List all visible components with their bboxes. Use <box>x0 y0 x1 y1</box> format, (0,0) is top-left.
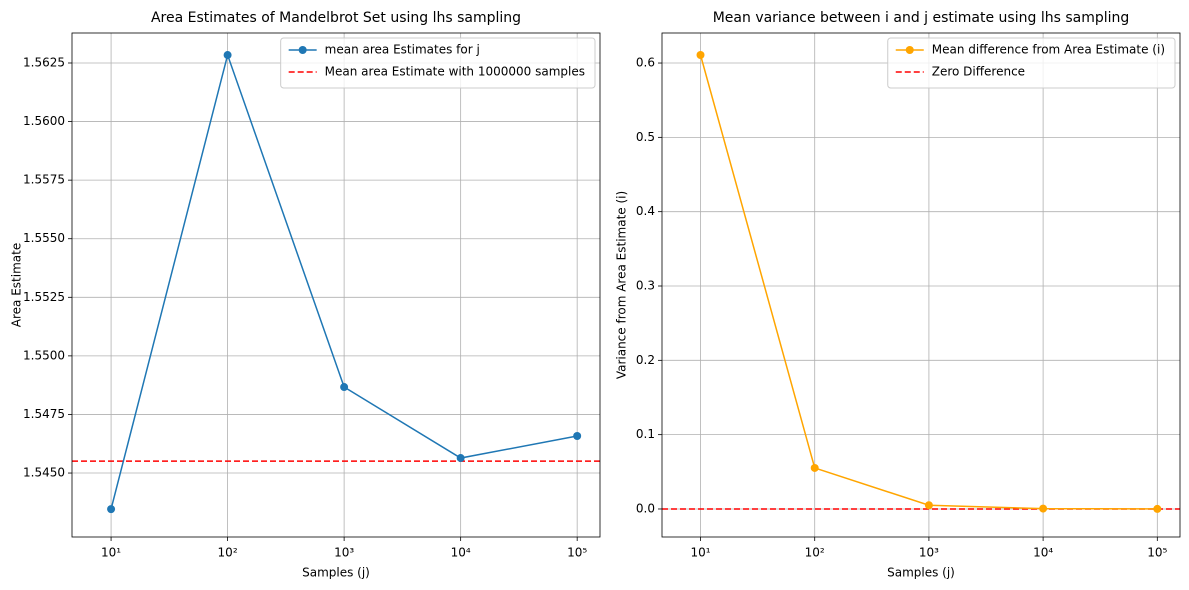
data-point <box>573 432 582 441</box>
legend-box <box>887 37 1176 89</box>
data-point <box>1153 504 1162 513</box>
data-point <box>696 51 705 60</box>
x-tick-label: 10³ <box>919 546 939 560</box>
data-point <box>223 51 232 60</box>
y-tick-label: 1.5450 <box>23 466 65 480</box>
x-tick-label: 10² <box>218 546 238 560</box>
x-tick-label: 10⁵ <box>567 546 587 560</box>
x-tick-label: 10¹ <box>101 546 121 560</box>
x-tick-label: 10² <box>805 546 825 560</box>
y-tick-label: 0.0 <box>636 501 655 515</box>
y-tick-label: 1.5550 <box>23 231 65 245</box>
y-tick-label: 0.3 <box>636 279 655 293</box>
legend-marker <box>905 46 914 54</box>
x-axis-label: Samples (j) <box>302 566 370 580</box>
y-tick-label: 0.6 <box>636 56 655 70</box>
data-point <box>1039 504 1048 513</box>
data-point <box>810 463 819 472</box>
axes-frame <box>71 32 601 538</box>
legend: Mean difference from Area Estimate (i) Ze… <box>887 37 1176 89</box>
y-tick-label: 0.1 <box>636 427 655 441</box>
data-point <box>456 454 465 463</box>
legend-marker <box>298 46 307 54</box>
x-tick-label: 10¹ <box>690 546 710 560</box>
y-tick-label: 1.5575 <box>23 173 65 187</box>
x-tick-label: 10⁴ <box>1033 546 1053 560</box>
y-tick-label: 1.5475 <box>23 407 65 421</box>
y-tick-label: 0.5 <box>636 130 655 144</box>
data-point <box>924 501 933 510</box>
axes-frame <box>661 32 1181 538</box>
y-axis-label: Variance from Area Estimate (i) <box>615 191 629 379</box>
y-axis-label: Area Estimate <box>10 243 24 327</box>
y-tick-label: 0.4 <box>636 204 655 218</box>
y-tick-label: 0.2 <box>636 353 655 367</box>
legend-box <box>280 37 596 89</box>
legend-label: Mean difference from Area Estimate (i) <box>932 43 1165 57</box>
data-point <box>107 505 116 514</box>
legend-label: Mean area Estimate with 1000000 samples <box>325 65 585 79</box>
legend-label: mean area Estimates for j <box>325 43 480 57</box>
chart-title: Area Estimates of Mandelbrot Set using l… <box>151 10 521 26</box>
legend: mean area Estimates for j Mean area Esti… <box>280 37 596 89</box>
y-tick-label: 1.5500 <box>23 348 65 362</box>
x-tick-label: 10⁴ <box>451 546 471 560</box>
legend-label: Zero Difference <box>932 65 1025 79</box>
chart-title: Mean variance between i and j estimate u… <box>713 10 1130 26</box>
y-tick-label: 1.5525 <box>23 290 65 304</box>
data-point <box>340 383 349 392</box>
y-tick-label: 1.5600 <box>23 114 65 128</box>
x-tick-label: 10³ <box>334 546 354 560</box>
x-tick-label: 10⁵ <box>1147 546 1167 560</box>
x-axis-label: Samples (j) <box>887 566 955 580</box>
y-tick-label: 1.5625 <box>23 55 65 69</box>
